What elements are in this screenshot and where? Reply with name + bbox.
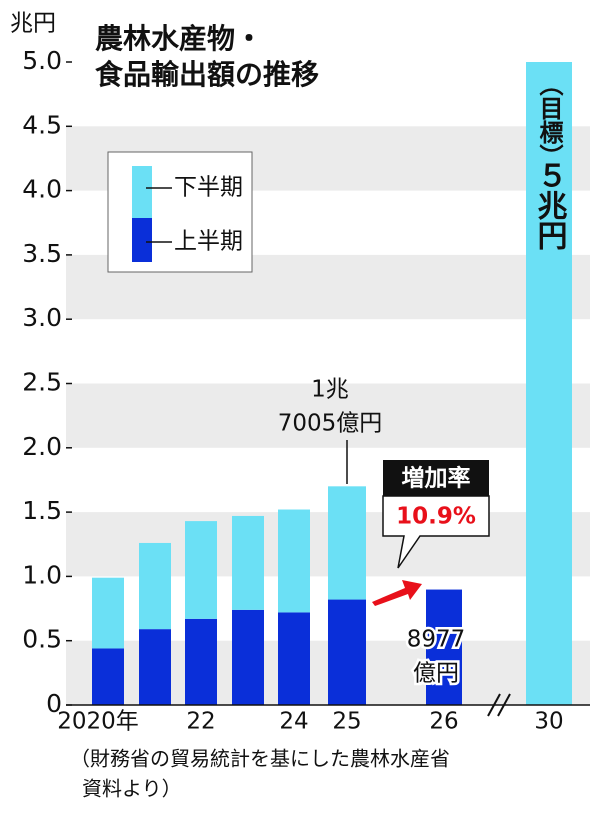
source-note: （財務省の貿易統計を基にした農林水産省: [70, 747, 450, 771]
annotation: 8977: [407, 627, 466, 653]
bar-segment: [92, 577, 124, 649]
bar-segment: [526, 62, 572, 705]
legend-label: 上半期: [174, 229, 243, 255]
x-tick-label: 24: [279, 709, 308, 735]
chart-title: 農林水産物・: [95, 22, 263, 55]
annotation: ５兆円: [532, 160, 568, 250]
legend-swatch: [132, 218, 152, 262]
y-tick-label: 1.0: [22, 560, 62, 589]
x-tick-label: 30: [534, 709, 563, 735]
bar-segment: [139, 542, 171, 630]
y-tick-label: 2.5: [22, 368, 62, 397]
y-axis-label: 兆円: [10, 11, 56, 37]
callout-box: [382, 495, 490, 569]
x-tick-label: 25: [332, 709, 361, 735]
legend-swatch: [132, 166, 152, 218]
axis-break: [487, 693, 501, 717]
bars: [92, 62, 572, 705]
y-tick-label: 2.0: [22, 432, 62, 461]
bar-segment: [426, 589, 462, 705]
y-tick-label: 0: [46, 689, 62, 718]
bar-segment: [232, 609, 264, 705]
y-tick-label: 3.5: [22, 239, 62, 268]
y-tick-label: 4.0: [22, 175, 62, 204]
bar-segment: [328, 486, 366, 600]
annotation: 7005億円: [278, 411, 383, 437]
bar-segment: [92, 648, 124, 705]
y-tick-label: 3.0: [22, 303, 62, 332]
x-tick-label: 26: [429, 709, 458, 735]
x-tick-label: 22: [186, 709, 215, 735]
bar-segment: [278, 509, 310, 613]
bar-segment: [232, 515, 264, 610]
annotation: （目標）: [535, 72, 563, 168]
bar-segment: [185, 521, 217, 619]
y-tick-label: 1.5: [22, 496, 62, 525]
annotation: 1兆: [311, 377, 349, 403]
bar-segment: [328, 599, 366, 705]
callout-header: [383, 460, 489, 496]
grid-band: [66, 383, 590, 448]
bar-segment: [185, 618, 217, 705]
bar-segment: [278, 612, 310, 705]
annotation: 増加率: [402, 465, 471, 492]
annotation: 10.9%: [396, 504, 476, 530]
arrow: [372, 580, 422, 606]
source-note: 資料より）: [82, 777, 182, 801]
annotation: 億円: [413, 661, 459, 687]
x-tick-label: 2020年: [57, 709, 139, 735]
y-tick-label: 4.5: [22, 110, 62, 139]
chart-title: 食品輸出額の推移: [95, 58, 319, 91]
y-tick-label: 5.0: [22, 46, 62, 75]
legend-label: 下半期: [174, 175, 243, 201]
axis-break: [497, 693, 511, 717]
y-tick-label: 0.5: [22, 625, 62, 654]
bar-segment: [139, 629, 171, 705]
